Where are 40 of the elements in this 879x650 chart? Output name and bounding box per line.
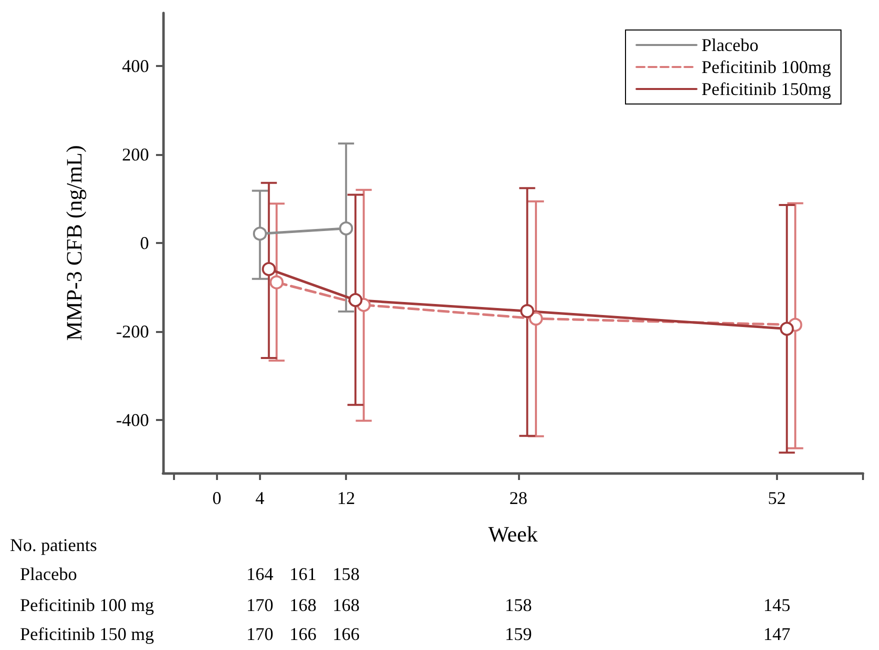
x-tick-label: 0 xyxy=(212,488,222,508)
y-tick-label: 200 xyxy=(122,144,149,165)
text: Peficitinib 150 mg xyxy=(20,624,154,644)
text: Placebo xyxy=(20,564,77,584)
point xyxy=(348,293,362,308)
text: 168 xyxy=(290,595,316,615)
text: 164 xyxy=(246,564,274,584)
y-tick-label: 0 xyxy=(140,233,149,253)
legend-label: Peficitinib 150mg xyxy=(702,79,832,99)
y-tick-label: -200 xyxy=(116,321,149,342)
y-tick-label: 400 xyxy=(122,56,149,76)
text: 166 xyxy=(332,624,360,644)
point xyxy=(339,221,354,236)
text: 161 xyxy=(290,564,316,584)
text: 158 xyxy=(332,564,360,584)
text: 159 xyxy=(504,624,532,644)
text: 168 xyxy=(332,595,360,615)
point xyxy=(780,322,794,336)
x-tick-label: 12 xyxy=(337,488,356,508)
x-axis-title: Week xyxy=(488,522,538,546)
y-tick-label: -400 xyxy=(116,410,149,430)
x-tick-label: 4 xyxy=(255,488,264,508)
text: 145 xyxy=(763,595,790,615)
text: 170 xyxy=(246,624,274,644)
legend-label: Peficitinib 100mg xyxy=(702,57,832,77)
point xyxy=(528,312,543,326)
x-tick-label: 52 xyxy=(768,488,786,508)
point xyxy=(270,275,284,290)
legend-label: Placebo xyxy=(702,35,758,55)
text: 147 xyxy=(763,624,790,644)
text: 170 xyxy=(246,595,274,615)
text: Peficitinib 100 mg xyxy=(20,595,154,615)
point xyxy=(520,304,534,318)
x-tick-label: 28 xyxy=(509,488,528,508)
text: No. patients xyxy=(10,535,97,555)
text: 166 xyxy=(290,624,316,644)
y-axis-title: MMP-3 CFB (ng/mL) xyxy=(62,145,86,341)
text: 158 xyxy=(504,595,532,615)
point xyxy=(252,226,267,241)
point xyxy=(262,262,276,276)
